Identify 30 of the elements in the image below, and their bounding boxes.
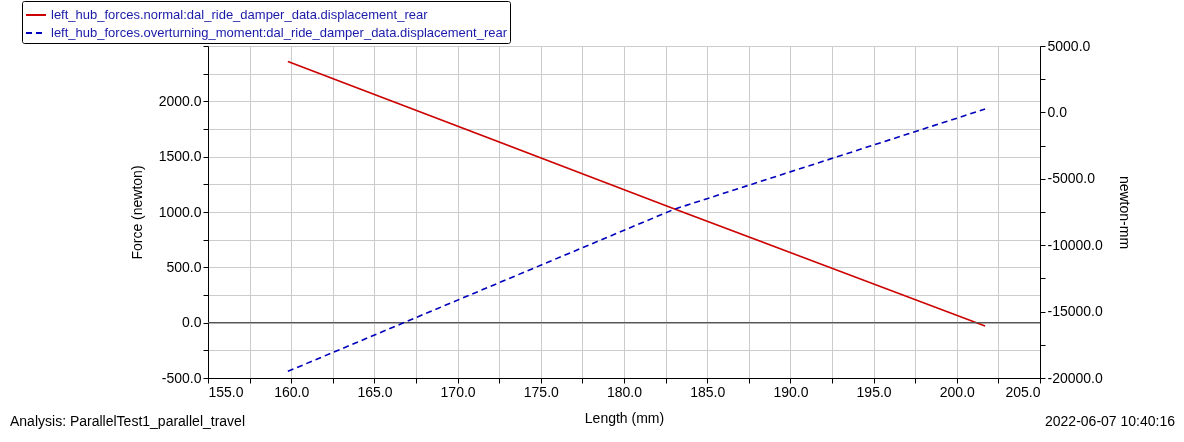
- text: Analysis: ParallelTest1_parallel_travel: [10, 413, 246, 429]
- legend-label: left_hub_forces.overturning_moment:dal_ride_damper_data.displacement_rear: [51, 25, 508, 40]
- y-tick-label: 500.0: [166, 258, 202, 275]
- x-tick-label: 205.0: [1005, 383, 1041, 400]
- text: 2022-06-07 10:40:16: [1045, 413, 1176, 429]
- y-tick-label: 2000.0: [158, 92, 202, 109]
- y-tick-label: 1000.0: [158, 203, 202, 220]
- y2-tick-label: -10000.0: [1047, 236, 1103, 253]
- y2-tick-label: -15000.0: [1047, 303, 1103, 320]
- x-tick-label: 155.0: [208, 383, 244, 400]
- y-tick-label: 1500.0: [158, 148, 202, 165]
- y2-tick-label: 0.0: [1047, 103, 1068, 120]
- y2-axis-title: newton-mm: [1116, 175, 1133, 250]
- y-axis-title: Force (newton): [128, 165, 145, 260]
- legend-label: left_hub_forces.normal:dal_ride_damper_data.displacement_rear: [51, 7, 429, 22]
- x-axis-title: Length (mm): [584, 409, 665, 426]
- x-tick-label: 200.0: [939, 383, 976, 400]
- x-tick-label: 195.0: [856, 383, 892, 400]
- x-tick-label: 160.0: [274, 383, 310, 400]
- x-tick-label: 165.0: [357, 383, 393, 400]
- y-tick-label: -500.0: [161, 369, 202, 386]
- x-tick-label: 175.0: [523, 383, 560, 400]
- x-tick-label: 185.0: [690, 383, 726, 400]
- y-tick-label: 0.0: [182, 314, 202, 331]
- y2-tick-label: -20000.0: [1047, 369, 1103, 386]
- x-tick-label: 180.0: [606, 383, 643, 400]
- x-tick-label: 190.0: [773, 383, 809, 400]
- y2-tick-label: -5000.0: [1047, 170, 1096, 187]
- x-tick-label: 170.0: [440, 383, 476, 400]
- y2-tick-label: 5000.0: [1047, 37, 1091, 54]
